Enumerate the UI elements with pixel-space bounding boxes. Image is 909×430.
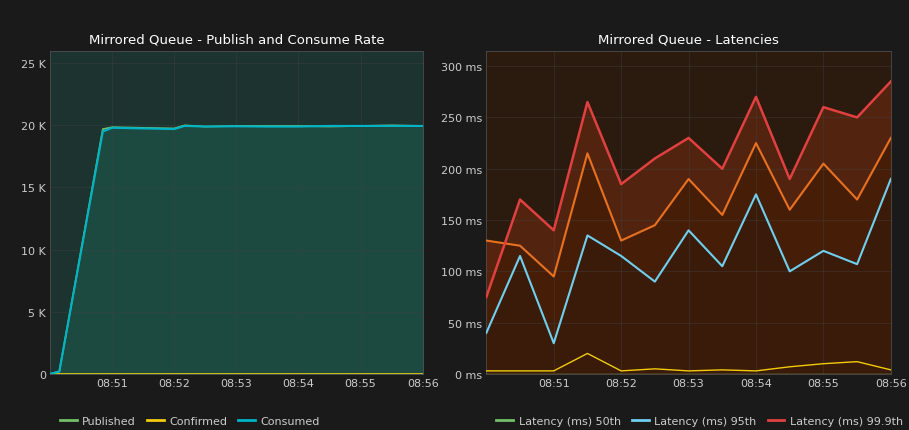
Title: Mirrored Queue - Publish and Consume Rate: Mirrored Queue - Publish and Consume Rat…: [88, 33, 385, 46]
Title: Mirrored Queue - Latencies: Mirrored Queue - Latencies: [598, 33, 779, 46]
Legend: Published, Confirmed, Consumed: Published, Confirmed, Consumed: [55, 412, 325, 430]
Legend: Latency (ms) 50th, Latency (ms) 75th, Latency (ms) 95th, Latency (ms) 99th, Late: Latency (ms) 50th, Latency (ms) 75th, La…: [492, 412, 907, 430]
